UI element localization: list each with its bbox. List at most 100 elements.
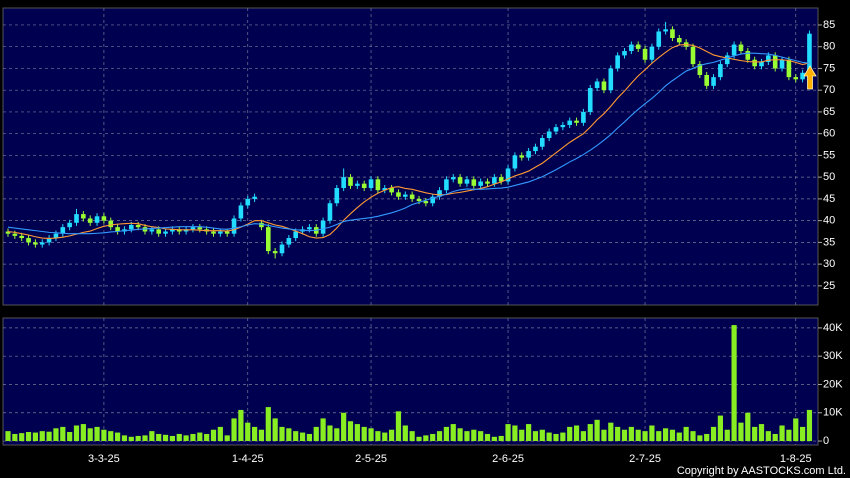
candle-body — [108, 220, 114, 228]
volume-bar — [306, 433, 312, 442]
volume-bar — [286, 428, 292, 442]
candle-body — [5, 231, 11, 234]
candle-body — [403, 194, 408, 197]
candle-body — [457, 177, 463, 184]
candle-body — [540, 138, 545, 147]
candle-body — [430, 196, 435, 204]
volume-bar — [512, 425, 518, 442]
volume-bar — [46, 431, 52, 442]
candle-body — [519, 155, 525, 158]
candle-body — [259, 222, 264, 228]
volume-bar — [375, 431, 381, 442]
candle-body — [663, 29, 668, 32]
candle-body — [382, 188, 388, 191]
candle-body — [745, 51, 751, 60]
candle-body — [704, 74, 709, 86]
volume-bar — [313, 426, 319, 442]
candle-body — [266, 227, 271, 252]
volume-bar — [717, 415, 723, 442]
candle-body — [190, 227, 196, 230]
copyright: Copyright by AASTOCKS.com Ltd. — [677, 465, 846, 477]
volume-bar — [347, 421, 354, 442]
candle-body — [526, 151, 531, 158]
volume-bar — [478, 431, 484, 442]
candle-body — [129, 224, 134, 230]
y-tick-label: 75 — [823, 62, 835, 74]
y-tick-label: 80 — [823, 41, 835, 53]
candle-body — [39, 242, 45, 245]
moving-average-line — [7, 52, 810, 235]
candle-body — [163, 231, 168, 234]
volume-bar — [553, 433, 559, 442]
volume-bar — [210, 429, 217, 442]
volume-bar — [94, 426, 100, 442]
volume-bar — [395, 411, 402, 442]
candle-body — [807, 33, 812, 73]
candle-body — [567, 120, 572, 125]
candle-body — [670, 29, 675, 39]
candle-body — [320, 220, 326, 234]
volume-bar — [676, 432, 682, 442]
volume-bar — [238, 409, 244, 442]
volume-bar — [758, 424, 765, 442]
candle-body — [587, 88, 593, 112]
volume-bar — [327, 425, 333, 442]
candle-body — [574, 120, 579, 123]
candle-body — [334, 188, 340, 204]
volume-bar — [80, 424, 86, 442]
candle-body — [156, 229, 161, 234]
candle-body — [478, 181, 483, 186]
candle-body — [245, 198, 251, 206]
volume-bar — [443, 426, 449, 442]
volume-bar — [197, 432, 203, 442]
volume-bar — [526, 424, 532, 442]
candle-body — [464, 179, 470, 184]
volume-bar — [368, 428, 374, 442]
volume-bar — [5, 431, 11, 442]
candle-body — [135, 224, 141, 228]
volume-bar — [765, 431, 771, 442]
x-tick-label: 1-4-25 — [232, 453, 264, 465]
x-tick-label: 3-3-25 — [88, 453, 120, 465]
candle-body — [53, 233, 59, 239]
volume-bar — [142, 435, 148, 442]
candle-body — [218, 231, 223, 234]
candle-body — [759, 61, 764, 67]
volume-bar — [594, 419, 600, 442]
volume-bar — [279, 426, 285, 442]
candle-body — [711, 77, 716, 86]
candle-body — [471, 179, 477, 186]
volume-bar — [697, 435, 703, 442]
volume-bar — [334, 428, 340, 442]
candle-body — [642, 48, 648, 60]
candle-body — [87, 218, 93, 223]
volume-bar — [183, 435, 189, 442]
volume-bar — [25, 431, 32, 442]
candle-body — [238, 205, 244, 219]
candle-body — [608, 68, 614, 91]
candle-body — [629, 44, 634, 52]
volume-bar — [19, 433, 25, 442]
y-tick-label: 40 — [823, 215, 835, 227]
candle-body — [368, 179, 374, 189]
candle-body — [444, 179, 449, 191]
y-tick-label: 10K — [823, 407, 843, 419]
volume-bar — [621, 429, 628, 442]
volume-bar — [663, 428, 669, 442]
volume-bar — [12, 433, 18, 442]
volume-bar — [423, 435, 429, 442]
volume-bar — [217, 426, 223, 442]
candle-body — [46, 238, 52, 243]
y-tick-label: 50 — [823, 171, 835, 183]
y-tick-label: 60 — [823, 128, 835, 140]
volume-bar — [149, 431, 155, 442]
volume-bar — [704, 433, 710, 442]
volume-bar — [457, 428, 463, 442]
volume-bar — [649, 425, 655, 442]
volume-bar — [430, 433, 436, 442]
volume-bar — [39, 431, 45, 442]
candle-body — [293, 231, 298, 239]
candle-body — [505, 168, 511, 182]
y-tick-label: 40K — [823, 322, 843, 334]
volume-bar — [135, 435, 141, 442]
